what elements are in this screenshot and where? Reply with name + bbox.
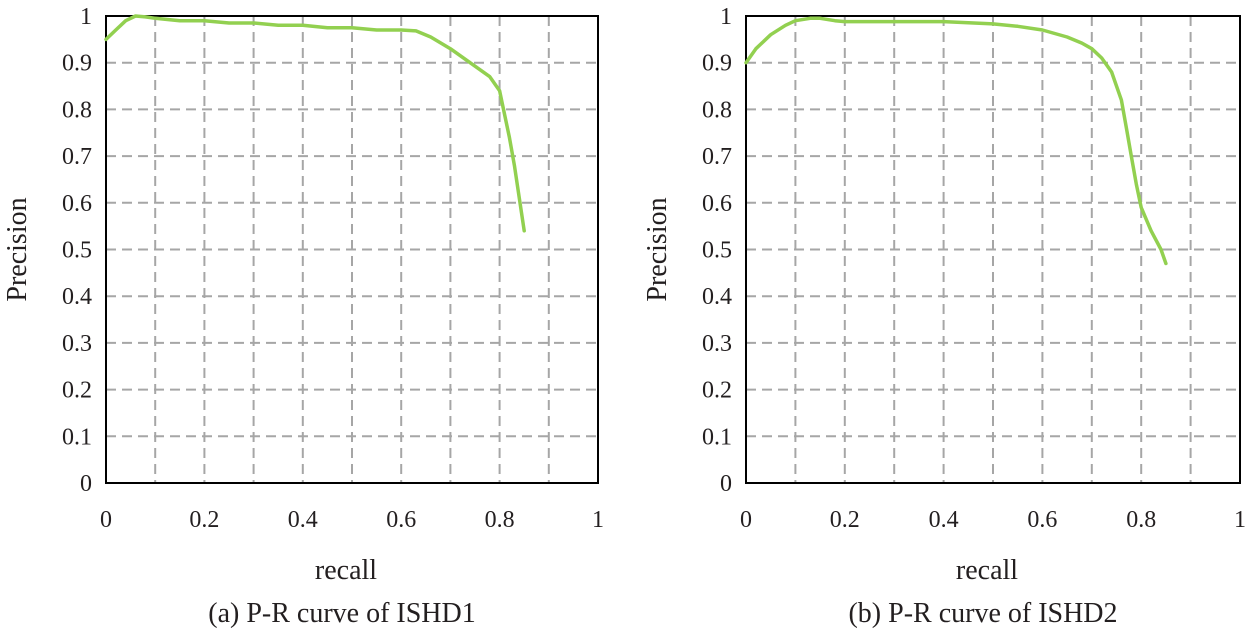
y-axis-label: Precision	[642, 197, 673, 301]
y-tick-labels: 0 0.1 0.2 0.3 0.4 0.5 0.6 0.7 0.8 0.9 1	[62, 4, 92, 497]
y-tick-label: 1	[80, 4, 92, 30]
gridlines	[746, 16, 1240, 483]
x-axis-label: recall	[956, 555, 1018, 586]
x-tick-label: 0.6	[1027, 507, 1057, 533]
x-tick-label: 0.2	[830, 507, 860, 533]
y-tick-label: 0.1	[62, 424, 92, 450]
y-tick-label: 0.7	[62, 144, 92, 170]
chart-ishd2: 0 0.1 0.2 0.3 0.4 0.5 0.6 0.7 0.8 0.9 1 0 0.2 0.4 0.6…	[642, 4, 1246, 629]
y-tick-label: 0.9	[62, 51, 92, 77]
y-tick-label: 0.8	[62, 97, 92, 123]
plot-frame	[105, 15, 599, 484]
x-tick-label: 1	[592, 507, 604, 533]
y-tick-labels: 0 0.1 0.2 0.3 0.4 0.5 0.6 0.7 0.8 0.9 1	[702, 4, 732, 497]
y-tick-label: 0.4	[702, 284, 732, 310]
y-tick-label: 0.2	[62, 378, 92, 404]
y-tick-label: 1	[720, 4, 732, 30]
chart-ishd1: 0 0.1 0.2 0.3 0.4 0.5 0.6 0.7 0.8 0.9 1 0 0.2 0.4 0.6…	[2, 4, 604, 629]
y-tick-label: 0.7	[702, 144, 732, 170]
y-tick-label: 0.6	[62, 191, 92, 217]
y-tick-label: 0.6	[702, 191, 732, 217]
pr-curve-line	[104, 14, 526, 233]
y-axis-label: Precision	[2, 197, 33, 301]
chart-caption: (a) P-R curve of ISHD1	[208, 598, 476, 629]
y-tick-label: 0.5	[702, 238, 732, 264]
x-tick-label: 0	[100, 507, 112, 533]
x-tick-labels: 0 0.2 0.4 0.6 0.8 1	[740, 507, 1246, 533]
y-tick-label: 0.1	[702, 424, 732, 450]
y-tick-label: 0.2	[702, 378, 732, 404]
y-tick-label: 0	[80, 471, 92, 497]
y-tick-label: 0.8	[702, 97, 732, 123]
y-tick-label: 0.3	[62, 331, 92, 357]
x-tick-labels: 0 0.2 0.4 0.6 0.8 1	[100, 507, 604, 533]
plot-frame	[745, 15, 1241, 484]
pr-curve-line	[744, 16, 1168, 266]
x-tick-label: 0.8	[485, 507, 515, 533]
x-axis-label: recall	[315, 555, 377, 586]
y-tick-label: 0.3	[702, 331, 732, 357]
y-tick-label: 0.9	[702, 51, 732, 77]
x-tick-label: 0.4	[288, 507, 318, 533]
x-tick-label: 0.2	[189, 507, 219, 533]
x-tick-label: 0.8	[1126, 507, 1156, 533]
x-tick-label: 1	[1234, 507, 1246, 533]
y-tick-label: 0	[720, 471, 732, 497]
gridlines	[106, 16, 598, 483]
x-tick-label: 0.6	[386, 507, 416, 533]
x-tick-label: 0.4	[929, 507, 959, 533]
y-tick-label: 0.4	[62, 284, 92, 310]
y-tick-label: 0.5	[62, 238, 92, 264]
chart-caption: (b) P-R curve of ISHD2	[848, 598, 1117, 629]
x-tick-label: 0	[740, 507, 752, 533]
